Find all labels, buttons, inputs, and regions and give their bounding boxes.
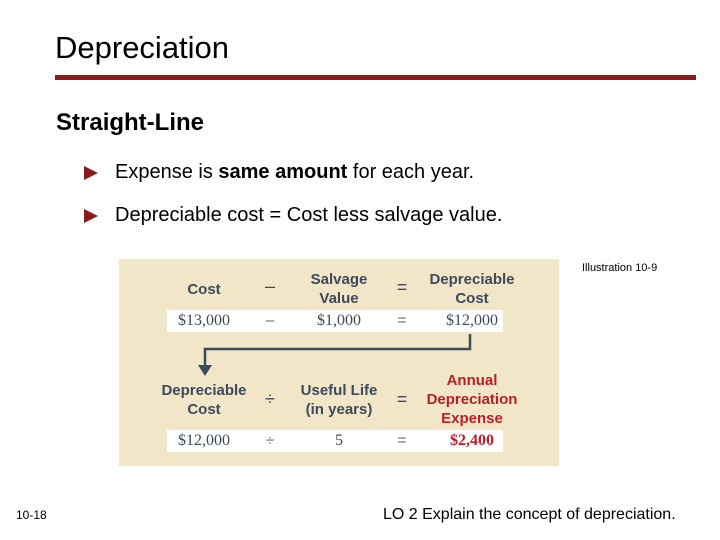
slide-title: Depreciation — [55, 30, 230, 65]
label-salvage-value: Salvage Value — [310, 271, 368, 307]
value-annual-depreciation: $2,400 — [450, 432, 494, 449]
slide-number: 10-18 — [16, 508, 47, 522]
divide-operator: ÷ — [265, 432, 275, 449]
value-useful-life: 5 — [335, 432, 343, 449]
label-annual-depreciation-expense: Annual Depreciation Expense — [426, 372, 518, 427]
value-salvage: $1,000 — [317, 312, 361, 329]
label-cost: Cost — [187, 281, 221, 298]
straight-line-formula-figure: Cost – Salvage Value = Depreciable Cost … — [119, 259, 559, 466]
equals-operator: = — [396, 389, 408, 409]
divide-operator: ÷ — [265, 389, 275, 409]
equals-operator: = — [396, 277, 408, 297]
values-row-2 — [167, 430, 503, 452]
values-row-1 — [167, 310, 503, 332]
illustration-reference: Illustration 10-9 — [582, 262, 658, 274]
minus-operator: – — [264, 276, 275, 296]
label-useful-life: Useful Life (in years) — [300, 382, 378, 418]
equals-operator: = — [397, 432, 407, 449]
title-divider — [55, 75, 696, 80]
bullet-text: Depreciable cost = Cost less salvage val… — [115, 204, 503, 226]
minus-operator: – — [265, 312, 275, 329]
value-depreciable-cost: $12,000 — [178, 432, 230, 449]
label-depreciable-cost: Depreciable Cost — [429, 271, 515, 307]
slide-subtitle: Straight-Line — [56, 109, 204, 136]
equals-operator: = — [397, 312, 407, 329]
triangle-bullet-icon — [84, 209, 98, 223]
bullet-text: Expense is same amount for each year. — [115, 161, 475, 183]
value-cost: $13,000 — [178, 312, 230, 329]
value-depreciable-cost: $12,000 — [446, 312, 498, 329]
triangle-bullet-icon — [84, 166, 98, 180]
label-depreciable-cost: Depreciable Cost — [161, 382, 247, 418]
learning-objective: LO 2 Explain the concept of depreciation… — [383, 506, 676, 523]
flow-arrow-icon — [198, 334, 472, 376]
